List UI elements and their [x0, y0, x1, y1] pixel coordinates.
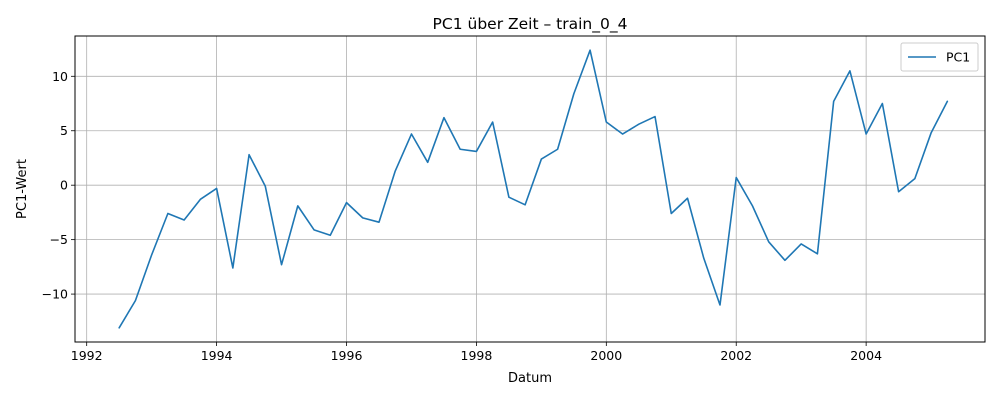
legend-box	[900, 42, 979, 72]
y-tick-label: −5	[50, 232, 68, 247]
series-layer	[118, 49, 949, 329]
x-tick-label: 1998	[461, 348, 493, 363]
x-tick-label: 2000	[590, 348, 622, 363]
plot-frame	[74, 35, 986, 343]
y-tick-label: 0	[60, 178, 68, 193]
x-tick-label: 2002	[720, 348, 752, 363]
legend: PC1	[900, 42, 979, 72]
x-axis-label: Datum	[508, 371, 552, 386]
y-axis: −10 −5 0 5 10	[42, 69, 75, 302]
y-tick-label: 5	[60, 123, 68, 138]
x-tick-label: 2004	[850, 348, 882, 363]
x-tick-label: 1994	[201, 348, 233, 363]
chart-title: PC1 über Zeit – train_0_4	[433, 15, 628, 34]
series-line-pc1	[118, 49, 949, 329]
y-tick-label: −10	[42, 287, 68, 302]
legend-label: PC1	[946, 50, 970, 65]
x-axis: 1992 1994 1996 1998 2000 2002 2004	[71, 342, 882, 363]
x-tick-label: 1992	[71, 348, 103, 363]
y-axis-label: PC1-Wert	[15, 159, 30, 219]
grid	[75, 36, 985, 342]
y-tick-label: 10	[52, 69, 68, 84]
x-tick-label: 1996	[331, 348, 363, 363]
